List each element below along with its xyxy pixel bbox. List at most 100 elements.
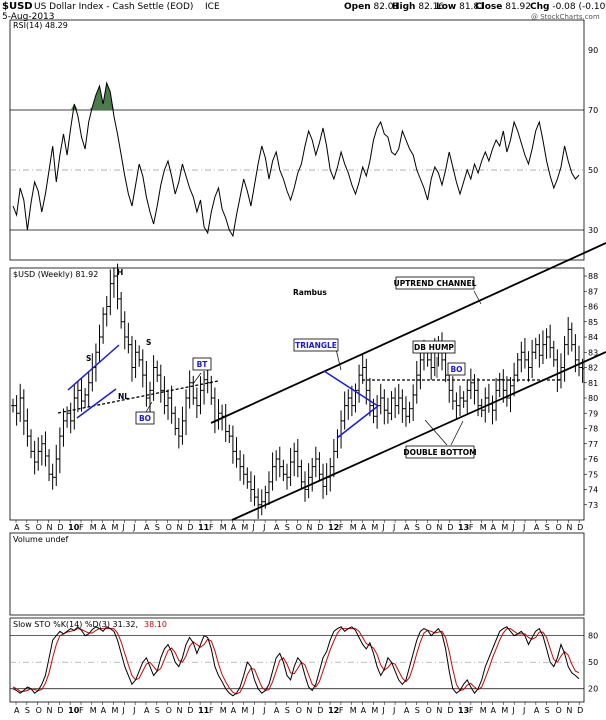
watermark: @ StockCharts.com <box>531 13 600 21</box>
neckline <box>57 380 219 414</box>
price-tick-label: 75 <box>588 470 598 479</box>
ohlc-high: High 82.16 <box>392 2 445 12</box>
stochastic-x-axis-label: F <box>209 706 214 715</box>
double-bottom-pointer-right <box>450 420 464 446</box>
stochastic-x-axis-label: D <box>187 706 193 715</box>
stochastic-x-axis-label: A <box>231 706 237 715</box>
price-x-axis-label: S <box>415 523 420 532</box>
price-x-axis-label: J <box>132 523 135 532</box>
price-x-axis-label: J <box>392 523 395 532</box>
price-x-axis-label: N <box>306 523 312 532</box>
stochastic-x-axis-label: J <box>121 706 124 715</box>
price-tick-label: 88 <box>588 272 598 281</box>
ohlc-close: Close 81.92 <box>475 2 531 12</box>
price-x-axis-label: D <box>317 523 323 532</box>
chart-name: US Dollar Index - Cash Settle (EOD) <box>34 2 194 12</box>
right-shoulder-label: S <box>146 338 151 347</box>
price-x-axis-label: A <box>144 523 150 532</box>
price-x-axis-label: S <box>285 523 290 532</box>
triangle-lower <box>336 405 379 439</box>
volume-frame <box>9 532 585 616</box>
bt-pointer <box>192 372 202 385</box>
stochastic-x-axis-label: N <box>46 706 52 715</box>
stochastic-tick-label: 50 <box>588 658 598 667</box>
triangle-pointer <box>335 348 342 371</box>
price-x-axis-label: N <box>566 523 572 532</box>
price-x-axis-label: S <box>545 523 550 532</box>
stochastic-x-axis-label: F <box>339 706 344 715</box>
stochastic-x-axis-label: A <box>534 706 540 715</box>
price-x-axis-label: N <box>176 523 182 532</box>
price-tick-label: 76 <box>588 455 598 464</box>
stochastic-x-axis-label: J <box>262 706 265 715</box>
stochastic-x-axis-label: M <box>90 706 97 715</box>
stochastic-x-axis-label: A <box>361 706 367 715</box>
volume-panel: Volume undef <box>9 532 585 616</box>
price-x-axis-label: F <box>339 523 344 532</box>
stochastic-x-axis-label: J <box>251 706 254 715</box>
price-x-axis-label: O <box>556 523 562 532</box>
price-x-axis-label: N <box>436 523 442 532</box>
stochastic-x-axis-label: J <box>522 706 525 715</box>
price-x-axis-label: F <box>79 523 84 532</box>
ohlc-low: Low 81.81 <box>436 2 485 12</box>
price-x-axis-label: J <box>522 523 525 532</box>
stochastic-x-axis-label: A <box>144 706 150 715</box>
price-x-axis-label: A <box>231 523 237 532</box>
stochastic-x-axis-label: S <box>285 706 290 715</box>
price-tick-label: 73 <box>588 501 598 510</box>
stochastic-k-line <box>12 626 580 697</box>
double-bottom-pointer-left <box>424 419 448 446</box>
rsi-tick-label: 50 <box>588 166 598 175</box>
price-tick-label: 77 <box>588 440 598 449</box>
bo-label-right: BO <box>450 365 462 374</box>
shoulder-channel-lower <box>76 388 117 419</box>
price-x-axis-label: D <box>447 523 453 532</box>
price-x-axis-label: J <box>262 523 265 532</box>
stochastic-x-axis-label: D <box>57 706 63 715</box>
price-tick-label: 79 <box>588 409 598 418</box>
price-x-axis-label: M <box>241 523 248 532</box>
ohlc-chg: Chg -0.08 (-0.10%) <box>530 2 606 12</box>
price-x-axis-label: S <box>155 523 160 532</box>
db-hump-label: DB HUMP <box>414 343 454 352</box>
chart-date: 5-Aug-2013 <box>2 12 55 22</box>
stochastic-title: Slow STO %K(14) %D(3) 31.32, <box>13 620 138 629</box>
uptrend-channel-label: UPTREND CHANNEL <box>394 279 477 288</box>
price-tick-label: 83 <box>588 348 598 357</box>
price-tick-label: 78 <box>588 425 598 434</box>
stochastic-x-axis-label: 11 <box>198 706 210 715</box>
uptrend-channel-label-box <box>395 276 475 290</box>
stochastic-d-line <box>12 628 580 695</box>
stochastic-tick-label: 80 <box>588 632 598 641</box>
bt-label: BT <box>197 360 209 369</box>
ohlc-open: Open 82.01 <box>344 2 400 12</box>
price-x-axis-label: M <box>350 523 357 532</box>
stochastic-x-axis: A S O N D 10 F M A M J J A S O N D 11 F M A M J J A S O N D 12 F M A M J J A… <box>14 702 583 715</box>
bo-label-left: BO <box>139 414 151 423</box>
price-tick-label: 87 <box>588 287 598 296</box>
price-tick-label: 74 <box>588 486 598 495</box>
double-bottom-label-box <box>405 445 475 459</box>
price-x-axis-label: D <box>187 523 193 532</box>
price-x-axis-label: J <box>511 523 514 532</box>
stochastic-x-axis-label: N <box>176 706 182 715</box>
db-hump-label-box <box>412 340 456 354</box>
double-bottom-label: DOUBLE BOTTOM <box>403 448 476 457</box>
price-x-axis-label: D <box>577 523 583 532</box>
price-x-axis-label: N <box>46 523 52 532</box>
triangle-label-box <box>293 338 339 352</box>
volume-title: Volume undef <box>13 535 68 544</box>
rsi-line <box>12 81 580 238</box>
chart-symbol: $USD <box>2 1 33 12</box>
price-x-axis-label: 11 <box>198 523 210 532</box>
price-x-axis-label: J <box>121 523 124 532</box>
stochastic-x-axis-label: J <box>132 706 135 715</box>
stochastic-x-axis-label: D <box>577 706 583 715</box>
price-panel: 73 74 75 76 77 78 79 80 81 82 83 84 85 86 87 88 $USD (We… <box>9 263 598 521</box>
price-tick-label: 80 <box>588 394 598 403</box>
rambus-label: Rambus <box>293 288 327 297</box>
price-x-axis-label: O <box>296 523 302 532</box>
stochastic-x-axis-label: O <box>166 706 172 715</box>
price-x-axis-label: J <box>381 523 384 532</box>
